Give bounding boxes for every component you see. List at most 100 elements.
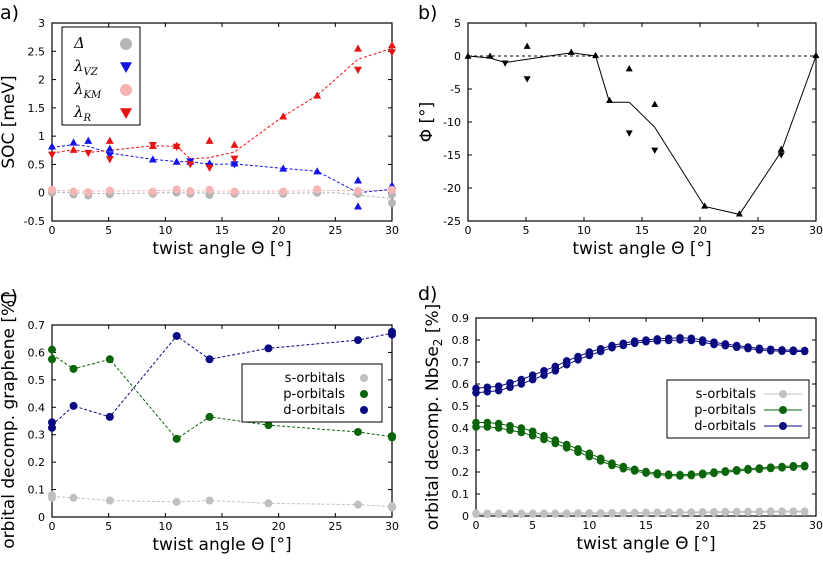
data-point-s [540, 510, 548, 518]
data-point-p [664, 471, 673, 480]
data-point-d [744, 344, 752, 353]
panel-d: d) 0 5 10 15 20 25 30 0 0.1 0.2 0.3 0.4 0.5 0.6 0.7 0.8 0… [418, 283, 823, 554]
y-tick-label: -15 [443, 149, 461, 162]
legend-label-main: λ [73, 103, 84, 121]
x-tick-label: 20 [696, 519, 710, 532]
data-point-phi [625, 65, 633, 72]
data-point-p [710, 469, 718, 478]
panel-c: c) 0 5 10 15 20 25 30 0 0.1 0.2 0.3 0.4 0.5 0.6 0.7 twis… [0, 286, 399, 555]
data-point-d [789, 347, 798, 356]
data-point-vz [279, 164, 288, 172]
data-point-vz [105, 144, 114, 152]
data-point-d [354, 336, 362, 345]
data-point-d [800, 347, 809, 356]
data-point-p [540, 435, 548, 444]
y-axis-label-unit: [%] [423, 304, 443, 339]
data-point-km [186, 187, 195, 196]
y-axis-label: orbital decomp. graphene [%] [0, 293, 19, 549]
data-point-s [354, 500, 362, 509]
panel-label-d: d) [418, 283, 437, 305]
x-tick-label: 10 [577, 224, 591, 237]
legend-marker [779, 390, 787, 398]
data-point-p [619, 464, 628, 473]
legend-label: λR [73, 103, 92, 124]
legend-marker [779, 422, 787, 430]
data-point-p [172, 434, 181, 443]
y-tick-label: 0.7 [452, 356, 470, 369]
x-tick-label: 10 [158, 520, 172, 533]
data-point-phi [592, 51, 600, 59]
data-point-phi [651, 147, 659, 154]
data-point-km [279, 187, 288, 196]
panel-a: a) 0 5 10 15 20 25 30 -0.5 0 0.5 1 1.5 2 2.5 3 twist ang… [0, 2, 399, 259]
data-point-p [744, 466, 752, 474]
y-tick-label: 0.8 [452, 334, 470, 347]
data-point-vz [230, 161, 239, 169]
data-point-p [653, 470, 662, 479]
data-point-km [172, 185, 181, 194]
data-point-d [506, 383, 514, 392]
y-axis-label-main: orbital decomp. NbSe [423, 346, 443, 530]
data-point-s [653, 509, 662, 517]
data-point-r [205, 136, 214, 144]
data-point-s [755, 508, 764, 517]
data-point-p [354, 427, 362, 436]
data-point-d [676, 336, 684, 344]
data-point-phi [567, 48, 575, 55]
data-point-r [186, 161, 195, 169]
legend-label: λKM [73, 80, 102, 101]
data-point-d [472, 389, 480, 397]
data-point-p [506, 426, 514, 435]
trend-line-s [51, 495, 393, 508]
data-point-s [732, 508, 741, 517]
y-tick-label: -0.5 [24, 215, 45, 228]
y-tick-label: 0.2 [452, 466, 470, 479]
data-point-s [596, 510, 605, 518]
data-point-s [69, 493, 78, 502]
data-point-d [721, 341, 730, 350]
data-point-s [483, 510, 492, 519]
data-point-delta [388, 198, 396, 207]
data-point-d [585, 351, 594, 360]
x-tick-label: 0 [465, 224, 472, 237]
data-point-s [744, 508, 752, 517]
legend-label: λVZ [73, 57, 99, 78]
legend-label: Δ [73, 34, 85, 52]
data-point-d [48, 423, 56, 432]
legend-label: s-orbitals [696, 387, 757, 402]
data-point-km [48, 185, 56, 194]
data-point-phi [606, 96, 614, 104]
x-axis-label: twist angle Θ [°] [576, 534, 715, 554]
y-tick-label: 0.2 [28, 456, 46, 469]
data-point-r [388, 49, 396, 57]
data-point-p [687, 471, 696, 480]
data-point-s [664, 509, 673, 517]
data-point-d [69, 401, 78, 410]
data-point-s [778, 508, 786, 516]
x-axis-label: twist angle Θ [°] [152, 239, 291, 259]
data-point-km [148, 187, 157, 196]
legend-label: s-orbitals [285, 371, 346, 386]
data-point-s [562, 510, 571, 518]
trend-line-km [51, 189, 392, 192]
data-point-d [619, 341, 628, 350]
legend-marker [360, 390, 368, 398]
x-tick-label: 25 [328, 224, 342, 237]
data-point-km [230, 187, 239, 196]
legend-marker [360, 374, 368, 382]
data-point-phi [701, 202, 709, 209]
data-point-km [205, 185, 214, 194]
y-tick-label: 0.7 [28, 319, 46, 332]
legend-marker [120, 84, 132, 96]
y-tick-label: 0.1 [28, 484, 46, 497]
trend-line-p [51, 354, 393, 440]
data-point-p [698, 470, 707, 479]
x-axis-label: twist angle Θ [°] [572, 239, 711, 259]
data-point-p [483, 423, 492, 431]
data-point-r [69, 145, 78, 153]
data-point-phi [486, 52, 494, 59]
data-point-d [766, 346, 775, 355]
